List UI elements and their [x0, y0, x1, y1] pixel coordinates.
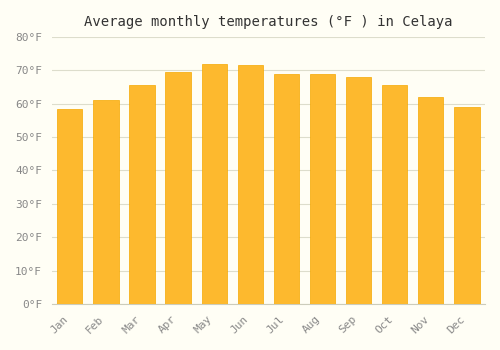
Bar	[418, 97, 444, 304]
Bar	[57, 109, 82, 304]
Bar	[382, 85, 407, 304]
Bar	[130, 85, 154, 304]
Bar	[454, 107, 479, 304]
Bar	[238, 65, 263, 304]
Bar	[310, 74, 335, 304]
Bar	[346, 77, 372, 304]
Bar	[202, 64, 227, 304]
Title: Average monthly temperatures (°F ) in Celaya: Average monthly temperatures (°F ) in Ce…	[84, 15, 452, 29]
Bar	[274, 74, 299, 304]
Bar	[166, 72, 190, 304]
Bar	[93, 100, 118, 304]
